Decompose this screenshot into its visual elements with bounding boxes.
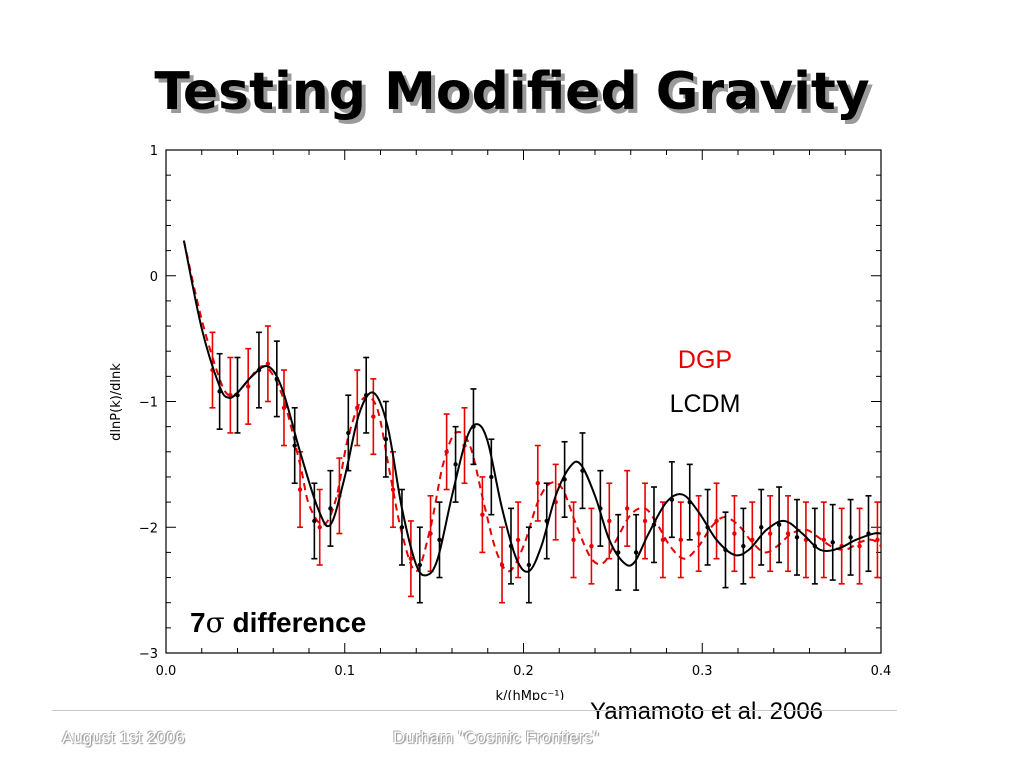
data-point — [741, 543, 746, 549]
data-point — [794, 535, 800, 540]
x-tick-label: 0.0 — [156, 664, 177, 679]
series-line — [182, 240, 882, 577]
data-point — [642, 518, 648, 524]
data-point — [535, 481, 540, 486]
data-point — [696, 531, 701, 536]
data-point — [607, 518, 612, 524]
y-tick-label: 0 — [150, 270, 158, 285]
data-point — [346, 430, 351, 436]
data-point — [589, 543, 594, 549]
data-point — [732, 531, 737, 536]
series-lcdm — [182, 240, 882, 604]
x-tick-label: 0.1 — [334, 664, 355, 679]
legend-dgp: DGP — [677, 346, 733, 374]
data-point — [759, 525, 764, 530]
data-point — [776, 522, 782, 527]
plot-frame — [165, 149, 882, 654]
data-point — [633, 550, 639, 555]
data-point — [767, 531, 773, 536]
annotation-text: difference — [232, 607, 367, 638]
data-point — [408, 556, 414, 561]
data-point — [857, 543, 862, 549]
y-tick-label: −2 — [139, 521, 158, 536]
footer-date: August 1st 2006 — [62, 728, 185, 747]
citation: Yamamoto et al. 2006 — [590, 698, 824, 725]
data-point — [821, 537, 826, 543]
data-point — [571, 537, 576, 543]
y-tick-label: −1 — [139, 396, 158, 411]
sigma-symbol: σ — [205, 606, 225, 639]
data-point — [624, 506, 630, 511]
x-tick-label: 0.3 — [692, 664, 713, 679]
data-point — [265, 361, 271, 366]
axis-ticks: 0.0 0.1 0.2 0.3 0.4 1 0 −1 −2 −3 — [139, 144, 892, 679]
data-point — [297, 487, 303, 492]
data-point — [848, 535, 853, 540]
data-point — [830, 540, 835, 545]
y-tick-label: −3 — [139, 647, 158, 662]
footer-divider — [52, 710, 897, 711]
data-point — [390, 487, 396, 492]
data-point — [526, 562, 532, 568]
data-point — [678, 537, 683, 543]
y-tick-label: 1 — [150, 144, 158, 159]
data-point — [383, 437, 389, 442]
data-point — [417, 562, 423, 568]
data-point — [371, 414, 376, 419]
series-layer — [182, 240, 882, 604]
data-point — [489, 474, 494, 480]
data-point — [399, 525, 405, 530]
series-line — [182, 240, 882, 573]
x-axis-title: k/(hMpc⁻¹) — [496, 689, 565, 700]
y-axis-title: dlnP(k)/dlnk — [109, 363, 124, 441]
significance-annotation: 7σ difference — [190, 606, 366, 639]
series-dgp — [182, 240, 882, 604]
data-point — [515, 537, 521, 543]
data-point — [246, 384, 251, 389]
footer-event: Durham "Cosmic Frontiers" — [393, 728, 599, 747]
x-tick-label: 0.2 — [513, 664, 534, 679]
data-point — [453, 462, 458, 467]
data-point — [317, 525, 322, 530]
data-point — [328, 506, 333, 511]
legend-lcdm: LCDM — [669, 390, 741, 418]
x-tick-label: 0.4 — [871, 664, 892, 679]
data-point — [660, 537, 666, 543]
data-point — [292, 443, 297, 448]
data-point — [480, 512, 485, 517]
data-point — [437, 537, 442, 543]
slide-title: Testing Modified Gravity — [154, 62, 870, 122]
data-point — [312, 518, 317, 524]
sigma-count: 7 — [190, 607, 206, 638]
chart: 0.0 0.1 0.2 0.3 0.4 1 0 −1 −2 −3 dlnP(k)/dlnk k/(… — [109, 144, 892, 700]
